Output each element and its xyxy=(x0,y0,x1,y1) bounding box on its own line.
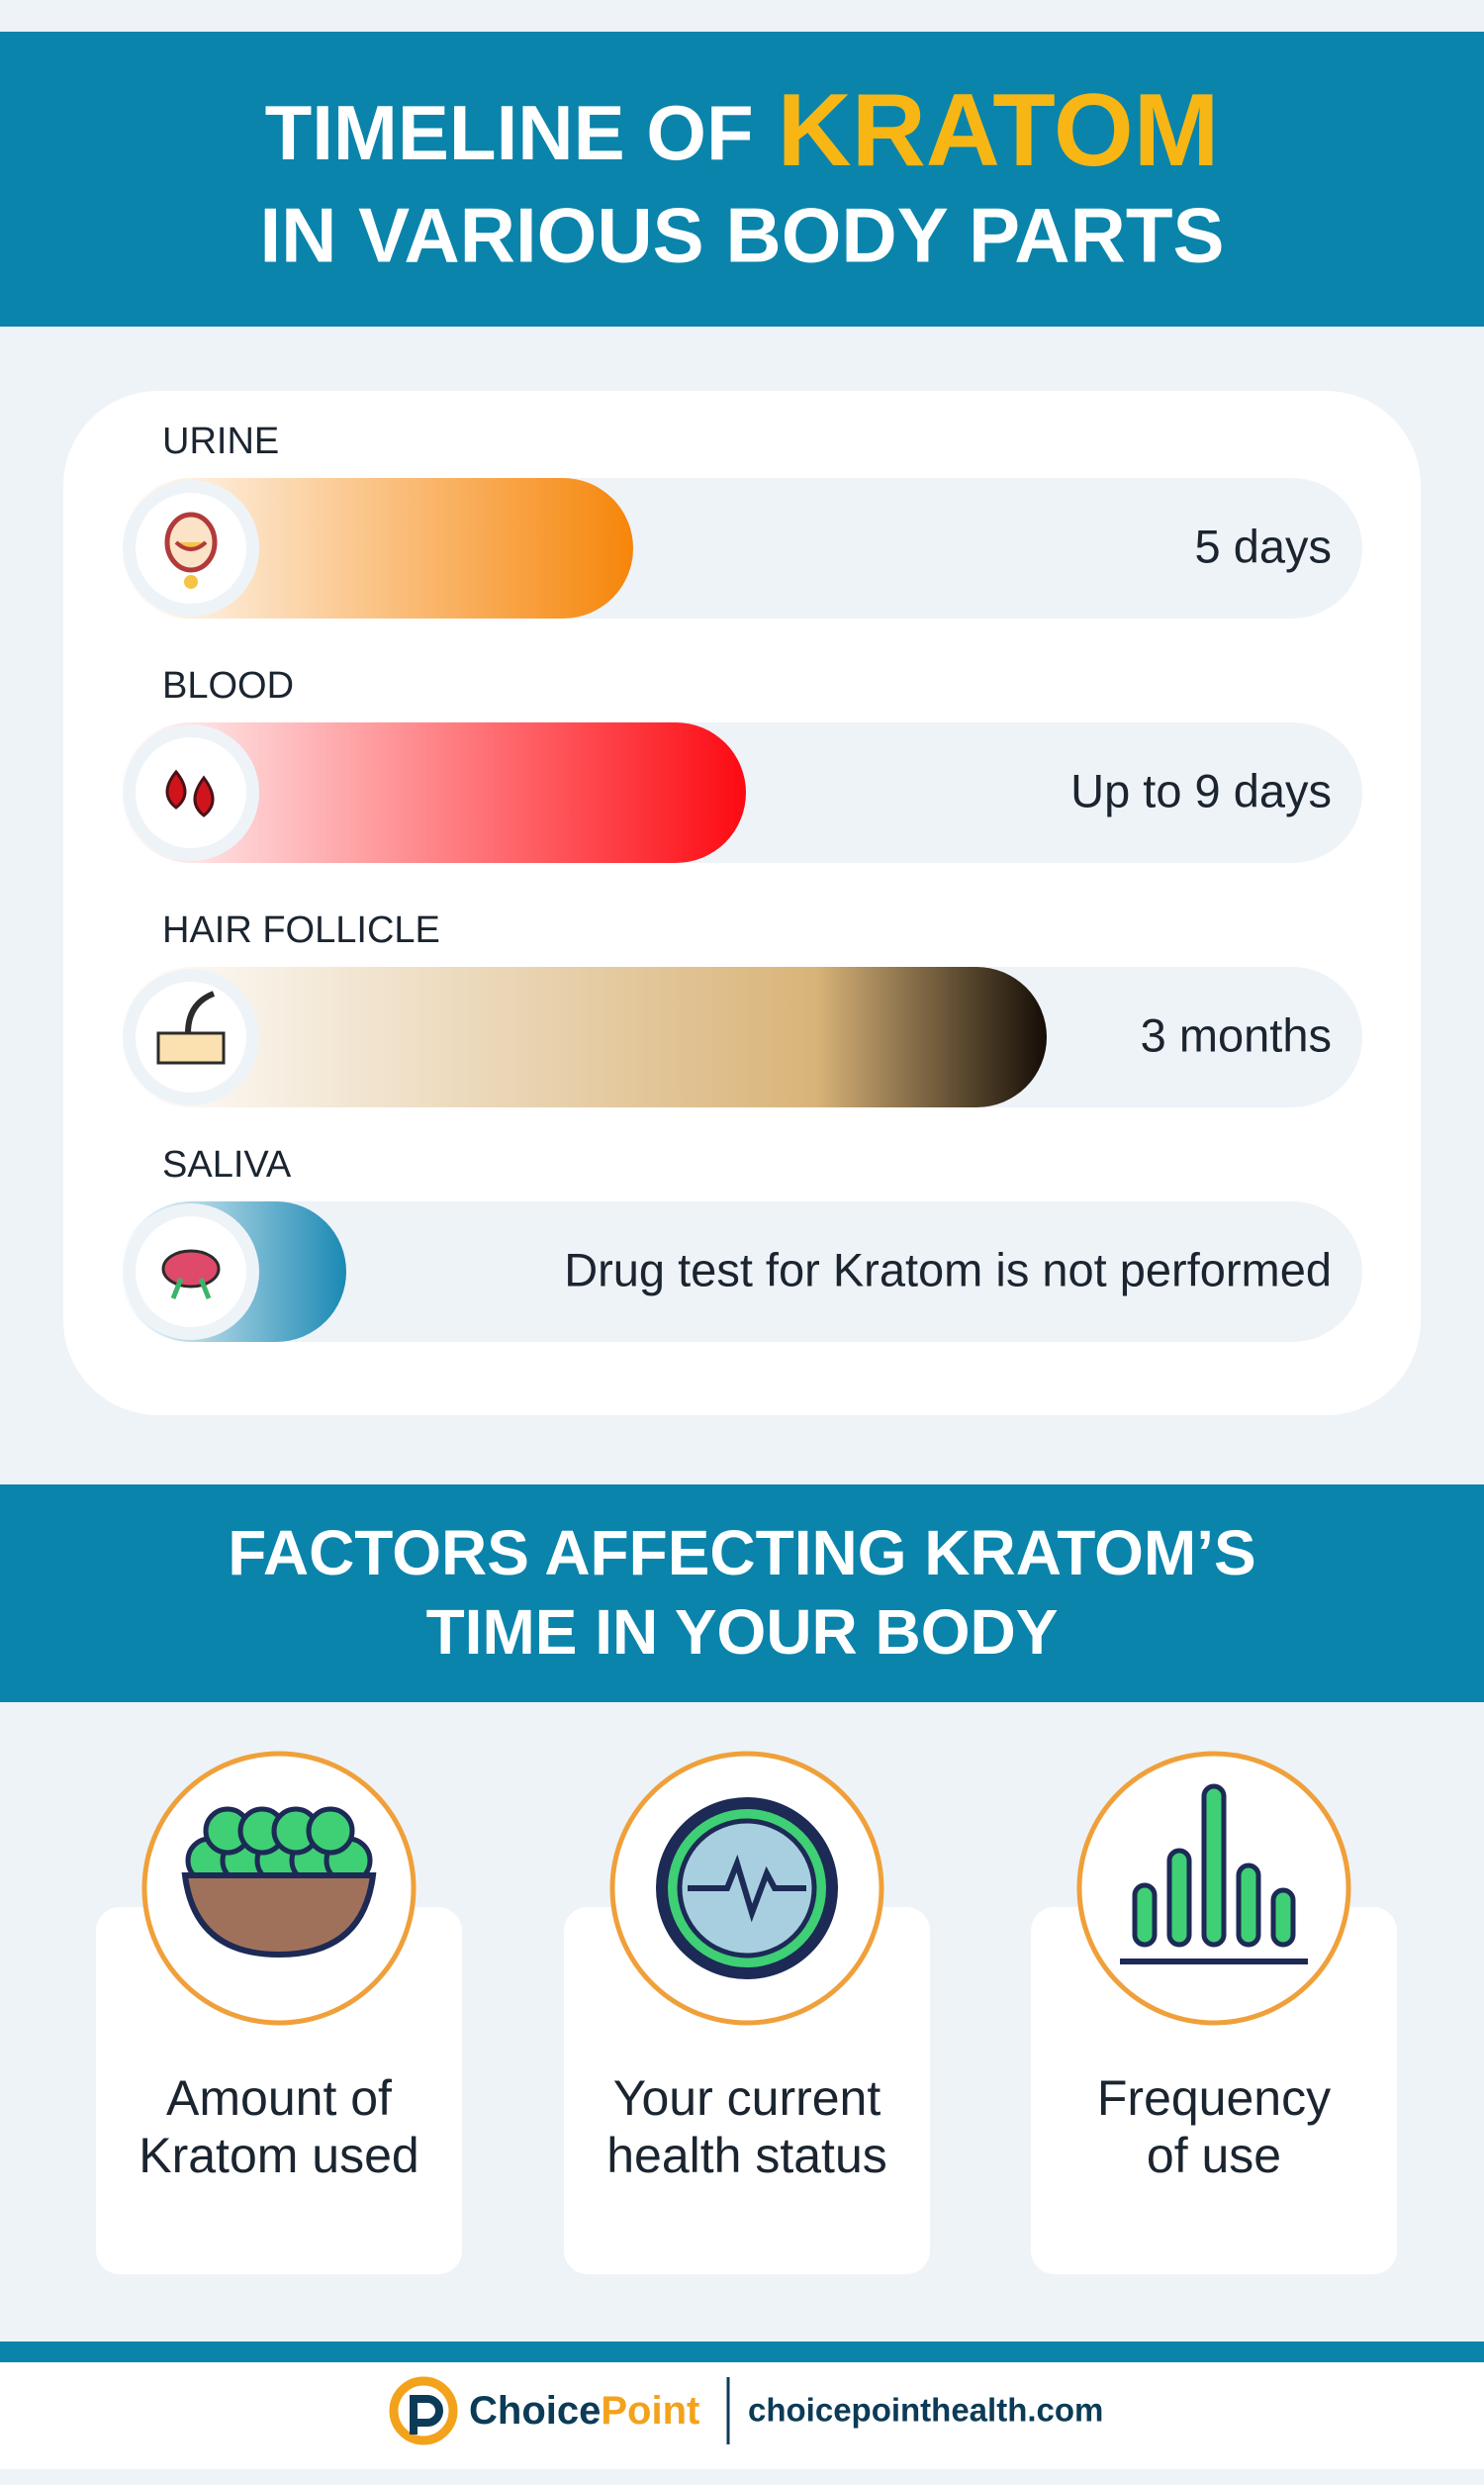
icon-shape xyxy=(1236,1863,1261,1948)
title-highlight: KRATOM xyxy=(778,73,1220,188)
row-duration: Drug test for Kratom is not performed xyxy=(564,1243,1332,1295)
brand: ChoicePoint xyxy=(469,2389,699,2433)
timeline-row: SALIVA Drug test for Kratom is not perfor… xyxy=(121,1144,1362,1342)
website: choicepointhealth.com xyxy=(748,2392,1103,2429)
icon-shape xyxy=(1166,1848,1192,1948)
icon-shape xyxy=(193,775,215,817)
row-duration: 3 months xyxy=(1141,1008,1332,1061)
card-bg xyxy=(564,1907,930,2274)
timeline-row: HAIR FOLLICLE 3 months xyxy=(121,909,1362,1107)
timeline-card xyxy=(63,391,1421,1415)
timeline-row: BLOOD Up to 9 days xyxy=(121,665,1362,863)
icon-shape xyxy=(184,575,198,589)
logo-p xyxy=(410,2395,443,2435)
icon-shape xyxy=(174,540,208,551)
brand-part1: Choice xyxy=(469,2389,601,2433)
icon-shape xyxy=(1270,1887,1296,1948)
bottom-strip xyxy=(0,2342,1484,2362)
icon-shape xyxy=(1132,1882,1158,1948)
factor-line2: health status xyxy=(606,2128,887,2183)
row-fill xyxy=(121,722,746,863)
factors-title-line1: FACTORS AFFECTING KRATOM’S xyxy=(228,1517,1255,1588)
factor-line1: Frequency xyxy=(1097,2070,1331,2126)
logo-ring xyxy=(389,2376,458,2445)
factors-title-line2: TIME IN YOUR BODY xyxy=(426,1596,1059,1668)
timeline-rows: URINE 5 days BLOOD Up to 9 days HAIR FOLLICL… xyxy=(121,421,1362,1342)
header-band xyxy=(0,32,1484,327)
row-label: URINE xyxy=(162,421,279,462)
icon-shape xyxy=(156,1031,226,1065)
icon-shape xyxy=(1201,1783,1227,1948)
icon-shape xyxy=(185,991,216,1034)
row-track xyxy=(121,1201,1362,1342)
card-bg xyxy=(1031,1907,1397,2274)
timeline-row: URINE 5 days xyxy=(121,421,1362,619)
row-label: HAIR FOLLICLE xyxy=(162,909,440,951)
icon-bg xyxy=(136,737,246,848)
factor-line2: of use xyxy=(1147,2128,1281,2183)
icon-shape xyxy=(306,1806,355,1856)
card-bg xyxy=(96,1907,462,2274)
icon-shape xyxy=(170,1278,212,1299)
icon-shape xyxy=(181,1872,377,1959)
title-line1: TIMELINE OF KRATOM xyxy=(265,73,1220,188)
footer xyxy=(0,2362,1484,2469)
icon-shape xyxy=(688,1854,806,1923)
row-duration: 5 days xyxy=(1195,520,1332,572)
factor-line2: Kratom used xyxy=(139,2128,418,2183)
row-duration: Up to 9 days xyxy=(1070,764,1332,816)
brand-part2: Point xyxy=(601,2389,699,2433)
icon-shape xyxy=(165,769,187,810)
title-prefix: TIMELINE OF xyxy=(265,89,754,176)
factor-line1: Amount of xyxy=(166,2070,392,2126)
row-fill xyxy=(121,967,1047,1107)
row-label: SALIVA xyxy=(162,1144,292,1186)
icon-shape xyxy=(161,1249,221,1289)
row-label: BLOOD xyxy=(162,665,294,707)
factor-line1: Your current xyxy=(613,2070,881,2126)
logo xyxy=(389,2376,458,2445)
factors-band xyxy=(0,1484,1484,1702)
title-line2: IN VARIOUS BODY PARTS xyxy=(259,192,1224,279)
